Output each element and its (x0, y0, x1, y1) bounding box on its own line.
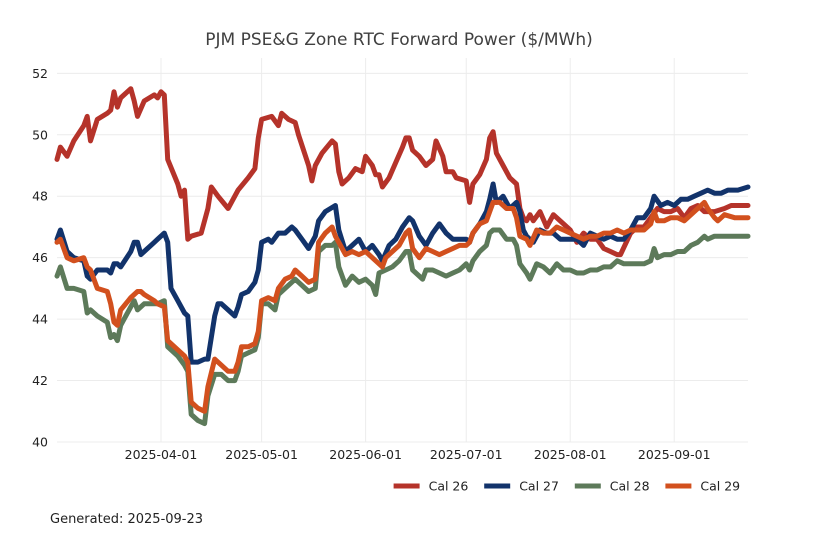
y-tick-label: 40 (32, 435, 48, 450)
legend: Cal 26 Cal 27 Cal 28 Cal 29 (393, 479, 740, 494)
y-tick-label: 46 (32, 250, 48, 265)
series-lines (54, 86, 751, 427)
gridlines (57, 58, 748, 443)
y-tick-label: 44 (32, 312, 48, 327)
y-tick-label: 50 (32, 127, 48, 142)
y-tick-label: 42 (32, 373, 48, 388)
x-tick-label: 2025-08-01 (534, 447, 607, 462)
series-line-cal-27 (54, 181, 751, 365)
series-line-cal-29 (54, 199, 751, 414)
legend-label-cal-27: Cal 27 (519, 479, 559, 494)
x-tick-label: 2025-09-01 (638, 447, 711, 462)
x-tick-label: 2025-04-01 (125, 447, 198, 462)
legend-label-cal-28: Cal 28 (610, 479, 650, 494)
x-axis-ticks: 2025-04-01 2025-05-01 2025-06-01 2025-07-01… (125, 447, 711, 462)
x-tick-label: 2025-06-01 (329, 447, 402, 462)
series-line-cal-26 (54, 86, 751, 258)
x-tick-label: 2025-05-01 (225, 447, 298, 462)
y-tick-label: 52 (32, 66, 48, 81)
y-axis-ticks: 40 42 44 46 48 50 52 (32, 66, 48, 450)
generated-footer: Generated: 2025-09-23 (50, 512, 204, 527)
legend-label-cal-29: Cal 29 (700, 479, 740, 494)
chart-title: PJM PSE&G Zone RTC Forward Power ($/MWh) (205, 30, 593, 50)
legend-label-cal-26: Cal 26 (429, 479, 469, 494)
y-tick-label: 48 (32, 189, 48, 204)
x-tick-label: 2025-07-01 (430, 447, 503, 462)
